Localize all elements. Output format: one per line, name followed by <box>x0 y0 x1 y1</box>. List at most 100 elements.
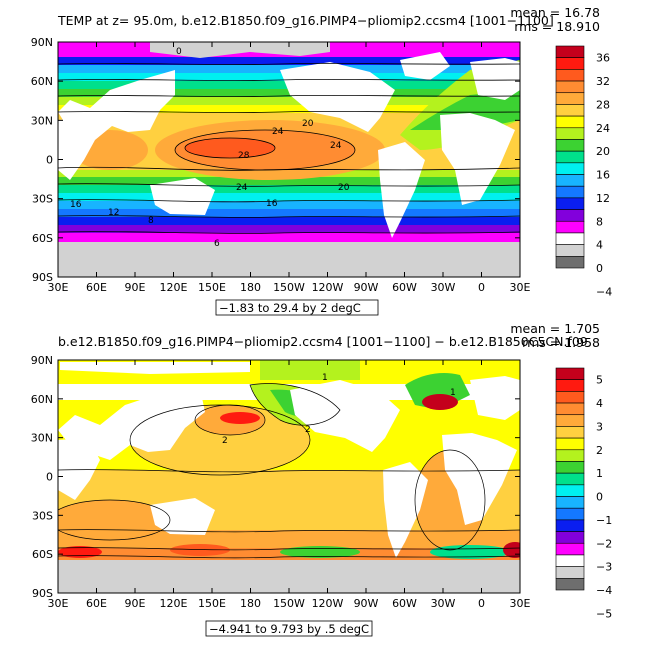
top-contour-label: 0 <box>176 47 182 57</box>
x-tick-label: 90E <box>125 281 146 294</box>
bottom-subtitle-box <box>205 620 373 637</box>
colorbar-swatch <box>555 566 585 579</box>
x-tick-label: 150E <box>198 597 226 610</box>
colorbar-label: −4 <box>596 285 612 298</box>
y-tick-label: 0 <box>46 471 53 484</box>
colorbar-swatch <box>555 209 585 222</box>
bottom-subtitle: −4.941 to 9.793 by .5 degC <box>209 622 369 636</box>
top-axes: 30E 60E 90E 120E 150E 180 150W 120W 90W 60W 30W 0 30… <box>31 36 531 294</box>
x-tick-label: 30E <box>48 597 69 610</box>
x-tick-label: 60E <box>86 281 107 294</box>
colorbar-swatch <box>555 426 585 439</box>
colorbar-swatch <box>555 232 585 245</box>
colorbar-swatch <box>555 92 585 105</box>
top-rms: rms = 18.910 <box>514 19 600 34</box>
colorbar-label: 24 <box>596 122 610 135</box>
y-tick-label: 0 <box>46 154 53 167</box>
bottom-title: b.e12.B1850.f09_g16.PIMP4−pliomip2.ccsm4… <box>58 334 588 349</box>
bottom-rms: rms = 1.958 <box>522 335 600 350</box>
colorbar-label: 36 <box>596 52 610 65</box>
colorbar-swatch <box>555 391 585 404</box>
x-tick-label: 30E <box>510 281 531 294</box>
colorbar-swatch <box>555 367 585 380</box>
x-tick-label: 150W <box>273 597 305 610</box>
colorbar-label: 3 <box>596 420 603 433</box>
top-mean: mean = 16.78 <box>510 5 600 20</box>
colorbar-label: 4 <box>596 239 603 252</box>
top-contour-label: 24 <box>330 141 342 151</box>
panel-bottom: b.e12.B1850.f09_g16.PIMP4−pliomip2.ccsm4… <box>31 321 612 637</box>
colorbar-label: −1 <box>596 514 612 527</box>
y-tick-label: 60S <box>32 232 53 245</box>
x-tick-label: 120E <box>160 597 188 610</box>
top-contour-label: 6 <box>214 239 220 249</box>
colorbar-label: 28 <box>596 98 610 111</box>
x-tick-label: 0 <box>478 281 485 294</box>
colorbar-swatch <box>555 220 585 234</box>
colorbar-label: 12 <box>596 192 610 205</box>
colorbar-swatch <box>555 244 585 257</box>
x-tick-label: 150E <box>198 281 226 294</box>
colorbar-label: 16 <box>596 169 610 182</box>
colorbar-label: 0 <box>596 262 603 275</box>
y-tick-label: 30N <box>31 114 53 127</box>
top-contour-label: 24 <box>272 127 284 137</box>
colorbar-swatch <box>555 449 585 462</box>
bottom-contour-label: 2 <box>305 425 311 435</box>
colorbar-swatch <box>555 139 585 152</box>
bottom-contour-label: 2 <box>222 436 228 446</box>
colorbar-swatch <box>555 519 585 532</box>
colorbar-label: −4 <box>596 584 612 597</box>
colorbar-swatch <box>555 174 585 187</box>
x-tick-label: 120W <box>312 281 344 294</box>
colorbar-swatch <box>555 197 585 210</box>
bottom-colorbar: 5 4 3 2 1 0 −1 −2 −3 −4 −5 <box>555 367 612 620</box>
colorbar-swatch <box>555 104 585 117</box>
top-contour-label: 20 <box>302 119 314 129</box>
colorbar-label: −3 <box>596 561 612 574</box>
colorbar-label: 2 <box>596 444 603 457</box>
y-tick-label: 90N <box>31 354 53 367</box>
y-tick-label: 30S <box>32 193 53 206</box>
top-contour-label: 8 <box>148 216 154 226</box>
top-contour-label: 12 <box>108 208 119 218</box>
x-tick-label: 120W <box>312 597 344 610</box>
colorbar-swatch <box>555 472 585 486</box>
x-tick-label: 90E <box>125 597 146 610</box>
colorbar-label: −5 <box>596 607 612 620</box>
x-tick-label: 0 <box>478 597 485 610</box>
top-title: TEMP at z= 95.0m, b.e12.B1850.f09_g16.PI… <box>57 13 554 28</box>
colorbar-swatch <box>555 162 585 175</box>
bottom-contour-label: 1 <box>450 388 456 398</box>
y-tick-label: 60S <box>32 548 53 561</box>
colorbar-label: 0 <box>596 491 603 504</box>
x-tick-label: 120E <box>160 281 188 294</box>
colorbar-swatch <box>555 484 585 497</box>
colorbar-label: 20 <box>596 145 610 158</box>
colorbar-swatch <box>555 256 585 269</box>
colorbar-swatch <box>555 69 585 82</box>
top-contour-label: 16 <box>70 200 82 210</box>
x-tick-label: 90W <box>354 597 379 610</box>
top-contour-label: 16 <box>266 199 278 209</box>
y-tick-label: 90S <box>32 587 53 600</box>
colorbar-label: −2 <box>596 537 612 550</box>
colorbar-swatch <box>555 414 585 427</box>
colorbar-label: 5 <box>596 374 603 387</box>
x-tick-label: 60W <box>392 281 417 294</box>
x-tick-label: 60E <box>86 597 107 610</box>
bottom-map-field: 1 2 2 1 <box>58 360 520 593</box>
x-tick-label: 30E <box>510 597 531 610</box>
colorbar-label: 1 <box>596 467 603 480</box>
panel-top: TEMP at z= 95.0m, b.e12.B1850.f09_g16.PI… <box>31 5 612 316</box>
x-tick-label: 180 <box>240 281 261 294</box>
x-tick-label: 150W <box>273 281 305 294</box>
colorbar-swatch <box>555 542 585 556</box>
colorbar-label: 8 <box>596 215 603 228</box>
y-tick-label: 90N <box>31 36 53 49</box>
y-tick-label: 60N <box>31 393 53 406</box>
colorbar-swatch <box>555 127 585 140</box>
x-tick-label: 30E <box>48 281 69 294</box>
colorbar-swatch <box>555 115 585 129</box>
